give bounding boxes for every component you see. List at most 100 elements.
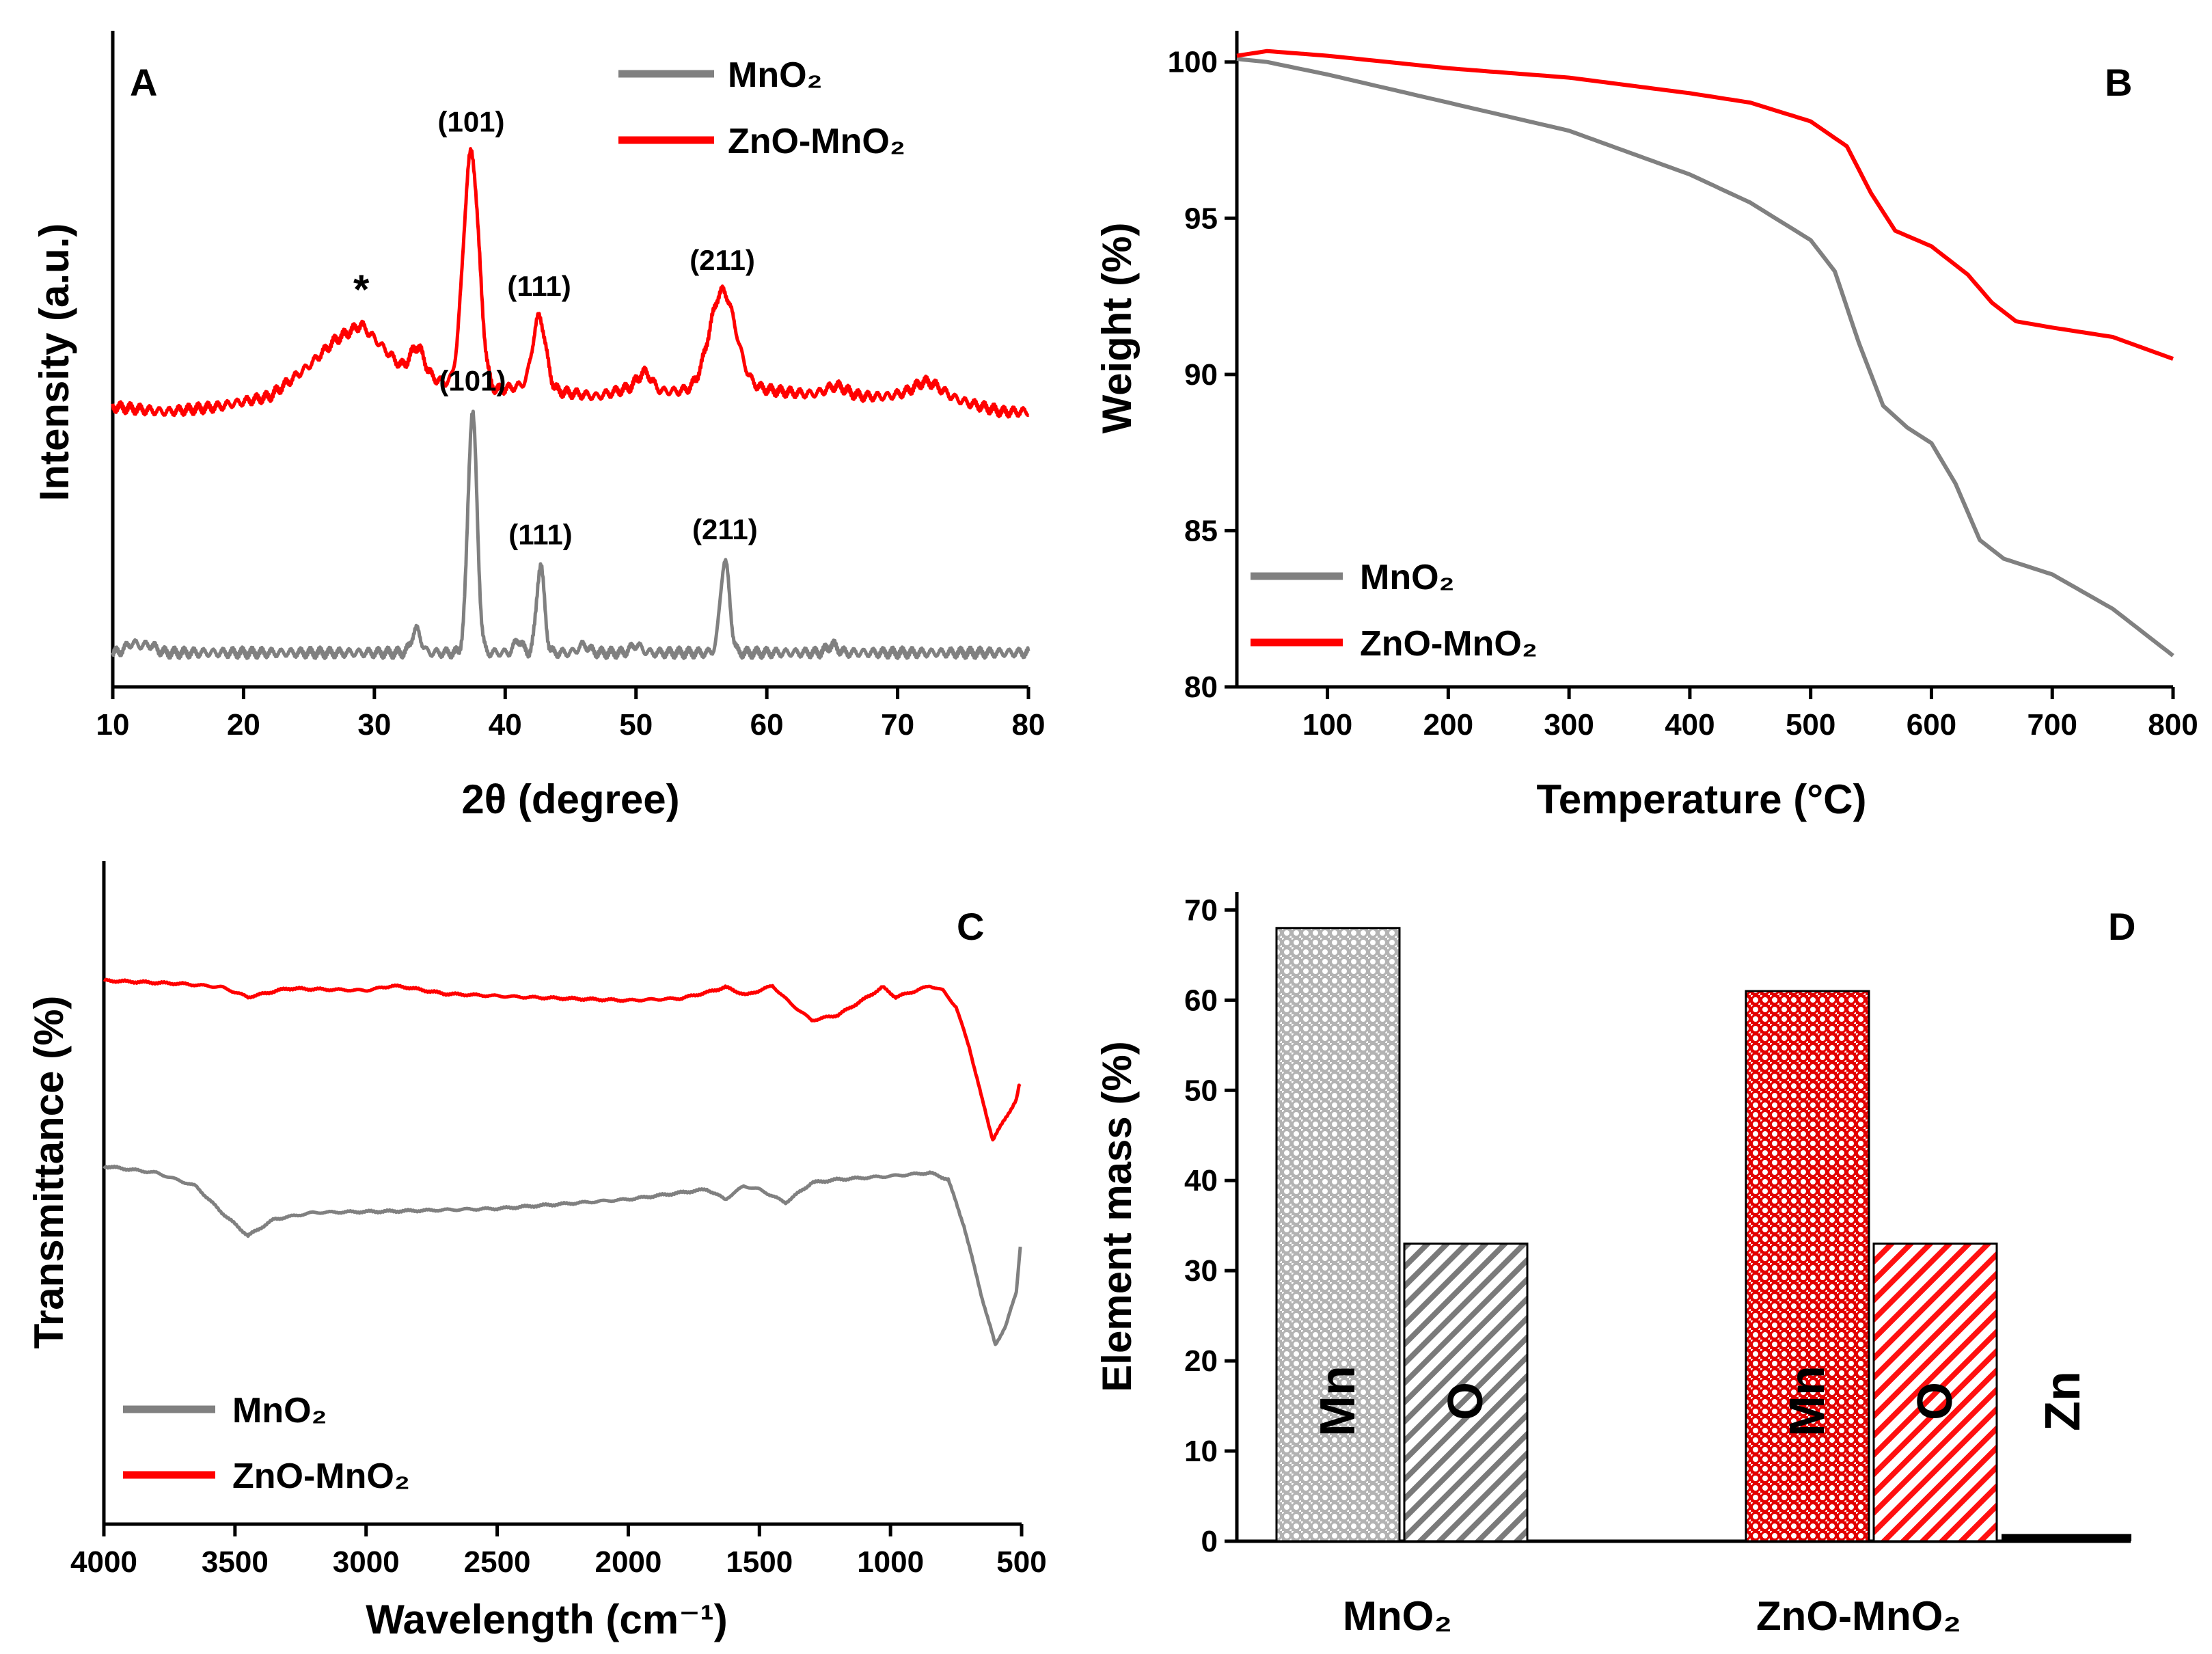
panel-b-x-tick-label-3: 400 [1665, 708, 1715, 742]
panel-a-peak-label-2: (111) [507, 270, 571, 302]
panel-b-legend-mno2: MnO₂ [1360, 558, 1455, 597]
panel-b-x-tick-label-4: 500 [1786, 708, 1835, 742]
panel-d-category-zno-mno2: ZnO-MnO₂ [1756, 1593, 1961, 1639]
panel-b-x-tick-label-0: 100 [1302, 708, 1352, 742]
panel-a-x-tick-label-0: 10 [96, 708, 130, 742]
panel-d-y-tick-label-5: 50 [1184, 1074, 1218, 1107]
panel-b-x-tick-label-1: 200 [1423, 708, 1473, 742]
panel-a-peak-label-3: (211) [689, 244, 755, 276]
panel-b-label: B [2105, 61, 2132, 104]
panel-d-y-label: Element mass (%) [1094, 1041, 1140, 1392]
panel-a-peak-label-0: (101) [437, 106, 504, 138]
panel-b-axes [1235, 31, 2173, 689]
panel-d: D 0 10 20 30 40 50 60 70 Mn O Mn O Zn MnO₂ ZnO-MnO₂… [1094, 892, 2135, 1639]
panel-c-x-ticks: 4000 3500 3000 2500 2000 1500 1000 500 [70, 1524, 1047, 1579]
panel-a-axes [111, 31, 1028, 689]
panel-c-legend: MnO₂ ZnO-MnO₂ [123, 1391, 410, 1496]
panel-d-y-tick-label-0: 0 [1201, 1525, 1218, 1558]
panel-d-y-tick-label-7: 70 [1184, 893, 1218, 927]
panel-c-series-mno2 [103, 1165, 1022, 1346]
panel-d-bar-mno2-o-label: O [1438, 1382, 1493, 1420]
panel-b-legend-zno-mno2: ZnO-MnO₂ [1360, 624, 1538, 664]
panel-d-bar-zno-mno2-o [1872, 1243, 1998, 1543]
panel-b-series-mno2 [1236, 57, 2174, 657]
panel-d-bar-zno-mno2-mn-label: Mn [1780, 1366, 1835, 1437]
panel-d-bar-zno-mno2-zn [2002, 1534, 2131, 1541]
panel-c-x-label: Wavelength (cm⁻¹) [366, 1597, 727, 1642]
panel-c-series [103, 977, 1022, 1346]
panel-d-bar-zno-mno2-zn-label: Zn [2036, 1371, 2090, 1431]
panel-b-y-label: Weight (%) [1094, 223, 1140, 434]
panel-b-legend: MnO₂ ZnO-MnO₂ [1251, 558, 1538, 664]
panel-b-x-tick-label-5: 600 [1907, 708, 1956, 742]
panel-a-x-ticks: 10 20 30 40 50 60 70 80 [96, 687, 1046, 742]
panel-b-y-tick-label-4: 100 [1168, 46, 1218, 79]
panel-c-x-tick-label-2: 3000 [333, 1545, 400, 1579]
panel-a-series-zno-mno2 [111, 147, 1030, 419]
panel-b-x-tick-label-2: 300 [1544, 708, 1594, 742]
panel-a-x-label: 2θ (degree) [461, 776, 679, 822]
panel-a-y-label: Intensity (a.u.) [31, 223, 77, 502]
panel-a-legend-zno-mno2: ZnO-MnO₂ [728, 122, 905, 161]
panel-b-y-tick-label-2: 90 [1184, 358, 1218, 392]
panel-c-x-tick-label-0: 4000 [70, 1545, 137, 1579]
panel-a-peak-label-1: * [353, 267, 370, 312]
panel-d-y-tick-label-4: 40 [1184, 1164, 1218, 1197]
panel-c-label: C [957, 905, 984, 948]
panel-b-x-ticks: 100 200 300 400 500 600 700 800 [1302, 687, 2198, 742]
panel-c-axes [102, 861, 1022, 1526]
panel-a-x-tick-label-7: 80 [1012, 708, 1046, 742]
panel-a-x-tick-label-3: 40 [489, 708, 522, 742]
panel-a-peak-label-6: (211) [692, 513, 758, 545]
panel-b-y-tick-label-1: 85 [1184, 514, 1218, 547]
panel-c-legend-mno2: MnO₂ [232, 1391, 327, 1431]
panel-d-y-tick-label-2: 20 [1184, 1344, 1218, 1378]
panel-a-peak-label-5: (111) [508, 519, 572, 551]
panel-c-x-tick-label-7: 500 [996, 1545, 1046, 1579]
panel-a: A 10 20 30 40 50 60 70 80 (101)* (111)(211)(101)… [31, 31, 1045, 822]
panel-c-y-label: Transmittance (%) [26, 996, 72, 1349]
panel-d-y-tick-label-3: 30 [1184, 1254, 1218, 1288]
panel-a-x-tick-label-1: 20 [227, 708, 260, 742]
panel-b-x-tick-label-6: 700 [2027, 708, 2077, 742]
panel-d-y-tick-label-6: 60 [1184, 984, 1218, 1017]
panel-d-bar-mno2-o [1403, 1243, 1529, 1543]
panel-d-bar-mno2-mn-label: Mn [1311, 1366, 1365, 1437]
panel-b-x-label: Temperature (°C) [1537, 776, 1867, 822]
panel-a-legend-mno2: MnO₂ [728, 55, 823, 95]
panel-d-bar-zno-mno2-o-label: O [1908, 1382, 1963, 1420]
panel-b-y-ticks: 80 85 90 95 100 [1168, 46, 1237, 704]
panel-b-x-tick-label-7: 800 [2148, 708, 2198, 742]
panel-a-legend: MnO₂ ZnO-MnO₂ [618, 55, 905, 161]
panel-a-x-tick-label-5: 60 [750, 708, 784, 742]
panel-d-label: D [2108, 905, 2135, 948]
panel-a-peak-label-4: (101) [439, 365, 506, 397]
panel-d-y-tick-label-1: 10 [1184, 1435, 1218, 1468]
panel-c-legend-zno-mno2: ZnO-MnO₂ [232, 1456, 410, 1496]
panel-c: C 4000 3500 3000 2500 2000 1500 1000 500 Wavele… [26, 861, 1047, 1642]
panel-a-peak-labels: (101) * (111) (211) (101) (111) (211) [353, 106, 758, 551]
panel-b-series-zno-mno2 [1236, 49, 2174, 361]
panel-b: B 100 200 300 400 500 600 700 800 80 85 90 95 100 T… [1094, 31, 2198, 822]
panel-a-x-tick-label-6: 70 [881, 708, 914, 742]
panel-c-x-tick-label-3: 2500 [464, 1545, 531, 1579]
panel-a-series-mno2 [111, 409, 1030, 660]
panel-d-category-mno2: MnO₂ [1343, 1593, 1452, 1639]
panel-c-x-tick-label-5: 1500 [726, 1545, 793, 1579]
panel-a-x-tick-label-4: 50 [619, 708, 653, 742]
panel-b-series [1236, 49, 2174, 657]
panel-c-x-tick-label-4: 2000 [595, 1545, 661, 1579]
panel-a-label: A [130, 61, 157, 104]
panel-b-y-tick-label-0: 80 [1184, 670, 1218, 704]
panel-b-y-tick-label-3: 95 [1184, 202, 1218, 235]
panel-c-x-tick-label-1: 3500 [202, 1545, 269, 1579]
panel-d-bar-mno2-mn [1275, 927, 1401, 1543]
panel-a-x-tick-label-2: 30 [357, 708, 391, 742]
panel-c-x-tick-label-6: 1000 [857, 1545, 924, 1579]
panel-c-series-zno-mno2 [103, 977, 1022, 1142]
panel-d-y-ticks: 0 10 20 30 40 50 60 70 [1184, 893, 1237, 1558]
panel-d-bar-zno-mno2-mn [1745, 990, 1870, 1543]
panel-a-series [111, 147, 1030, 660]
panel-d-bars: Mn O Mn O Zn [1275, 927, 2131, 1543]
